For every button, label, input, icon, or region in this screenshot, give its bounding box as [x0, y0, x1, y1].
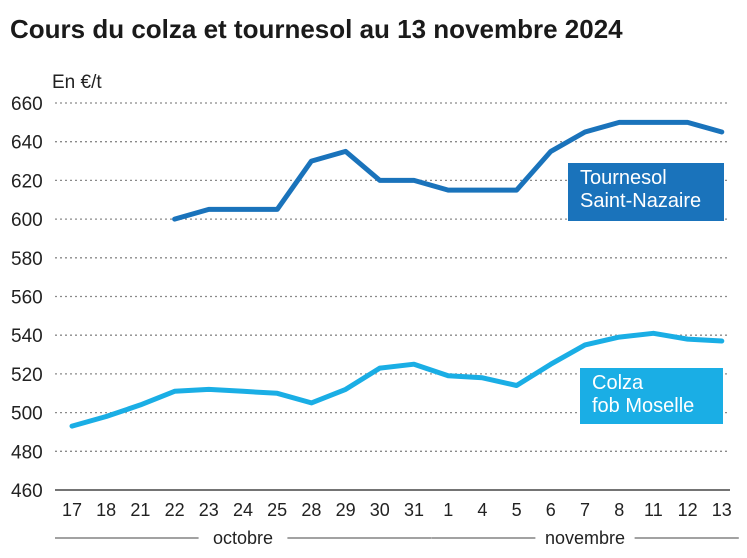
month-label: novembre: [545, 528, 625, 548]
x-axis-ticks: 17 18 21 22 23 24 25 28 29 30 31 1 4 5 6 7 8 11 12 13: [62, 500, 732, 520]
y-tick-label: 460: [11, 481, 43, 502]
x-tick-label: 11: [644, 500, 663, 520]
x-tick-label: 21: [130, 500, 150, 520]
legend-colza-line2: fob Moselle: [592, 395, 695, 417]
y-tick-label: 600: [11, 210, 43, 231]
legend-tournesol-line1: Tournesol: [580, 167, 667, 189]
x-tick-label: 1: [443, 500, 453, 520]
y-tick-label: 520: [11, 365, 43, 386]
series-layer: [69, 119, 725, 429]
month-groups: octobre novembre: [55, 528, 739, 548]
x-tick-label: 5: [512, 500, 522, 520]
x-tick-label: 4: [477, 500, 487, 520]
y-tick-label: 640: [11, 133, 43, 154]
x-tick-label: 23: [199, 500, 219, 520]
y-tick-label: 540: [11, 326, 43, 347]
legend-colza-line1: Colza: [592, 372, 644, 394]
x-tick-label: 30: [370, 500, 390, 520]
x-tick-label: 22: [165, 500, 185, 520]
x-tick-label: 24: [233, 500, 253, 520]
y-tick-label: 500: [11, 404, 43, 425]
series-line-0: [172, 119, 725, 222]
x-tick-label: 18: [96, 500, 116, 520]
x-tick-label: 7: [580, 500, 590, 520]
x-tick-label: 12: [678, 500, 698, 520]
x-tick-label: 28: [301, 500, 321, 520]
y-tick-label: 620: [11, 171, 43, 192]
y-tick-label: 560: [11, 288, 43, 309]
x-tick-label: 31: [404, 500, 424, 520]
y-tick-label: 580: [11, 249, 43, 270]
legend-colza: Colza fob Moselle: [580, 368, 723, 424]
legend-tournesol: Tournesol Saint-Nazaire: [568, 163, 724, 221]
chart-title: Cours du colza et tournesol au 13 novemb…: [10, 14, 623, 44]
grid-layer: [55, 102, 730, 491]
x-tick-label: 13: [712, 500, 732, 520]
y-axis-ticks: 460 480 500 520 540 560 580 600 620 640 660: [11, 94, 43, 502]
y-axis-label: En €/t: [52, 72, 102, 93]
month-label: octobre: [213, 528, 273, 548]
y-tick-label: 660: [11, 94, 43, 115]
x-tick-label: 25: [267, 500, 287, 520]
y-tick-label: 480: [11, 442, 43, 463]
legend-tournesol-line2: Saint-Nazaire: [580, 190, 702, 212]
x-tick-label: 29: [336, 500, 356, 520]
x-tick-label: 17: [62, 500, 82, 520]
x-tick-label: 8: [614, 500, 624, 520]
series-line-1: [69, 330, 725, 429]
x-tick-label: 6: [546, 500, 556, 520]
